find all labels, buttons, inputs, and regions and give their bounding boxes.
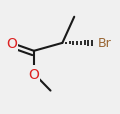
- Text: Br: Br: [98, 37, 112, 50]
- Text: O: O: [6, 37, 17, 50]
- Text: O: O: [28, 67, 39, 81]
